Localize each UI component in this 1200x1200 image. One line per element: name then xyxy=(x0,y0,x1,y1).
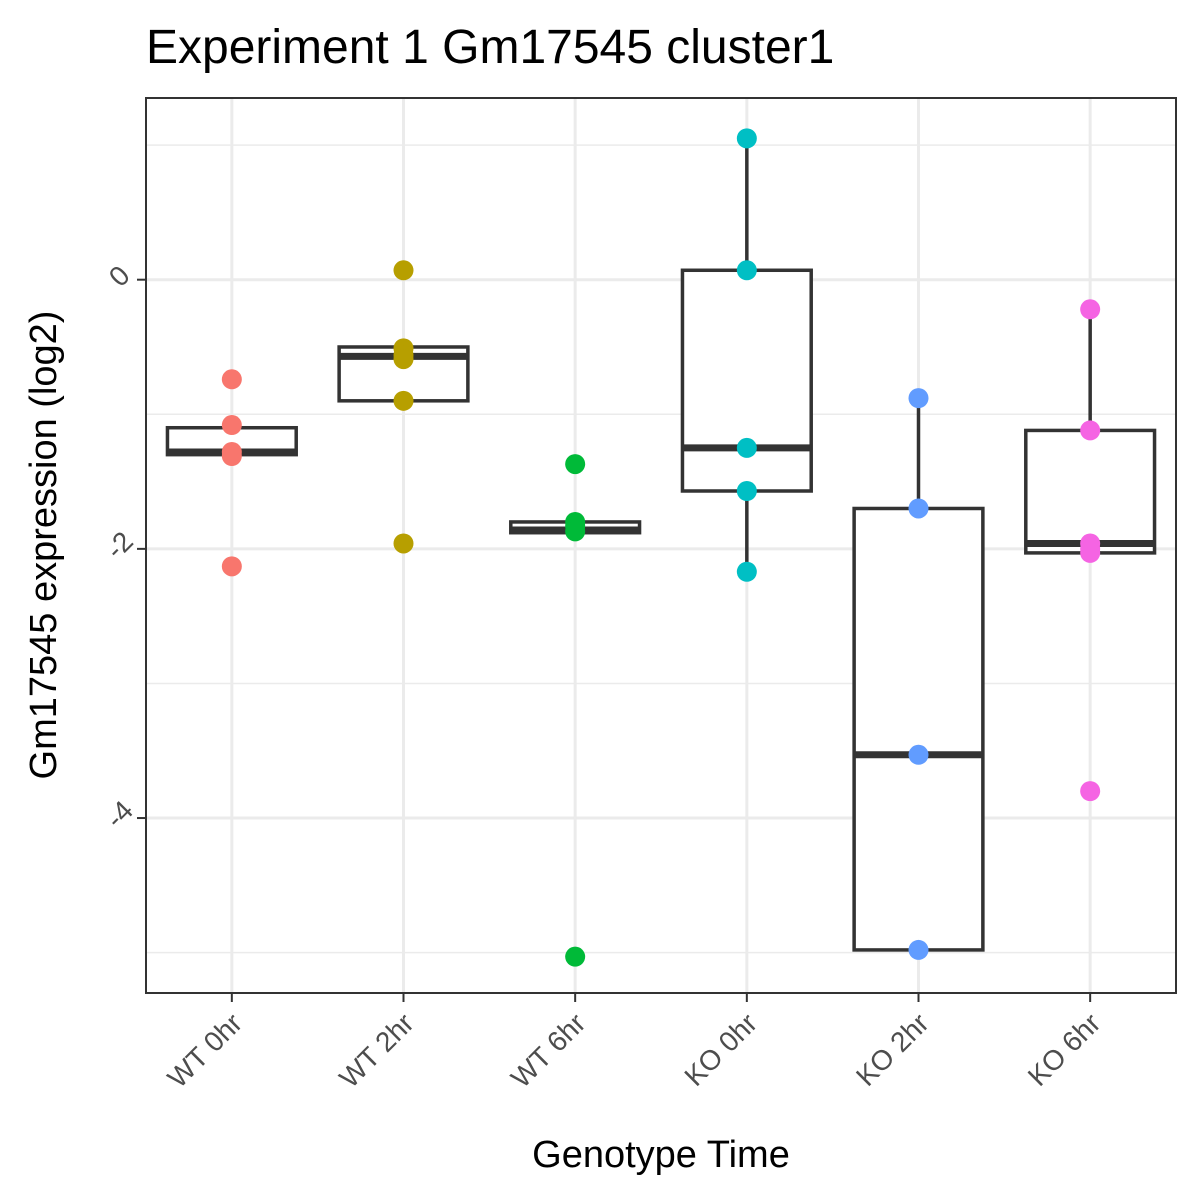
grid xyxy=(146,98,1176,993)
data-point xyxy=(1080,542,1101,563)
x-axis: WT 0hr WT 2hr WT 6hr KO 0hr KO 2hr KO 6hr xyxy=(162,993,1107,1094)
data-point xyxy=(565,946,586,967)
x-axis-title: Genotype Time xyxy=(532,1134,790,1176)
data-point xyxy=(736,437,757,458)
data-point xyxy=(393,533,414,554)
data-point xyxy=(565,521,586,542)
data-point xyxy=(1080,420,1101,441)
data-point xyxy=(221,446,242,466)
panel-border xyxy=(145,97,1177,994)
box xyxy=(852,506,985,952)
data-point xyxy=(908,939,929,960)
data-point xyxy=(1080,781,1101,802)
x-tick-label: KO 6hr xyxy=(1022,1007,1107,1092)
data-point xyxy=(221,369,242,390)
data-point xyxy=(908,744,929,765)
y-tick-label: -2 xyxy=(100,525,140,565)
data-point xyxy=(393,349,414,370)
data-point xyxy=(221,556,242,577)
y-tick-label: -4 xyxy=(100,795,140,835)
data-point xyxy=(736,480,757,501)
x-tick-label: KO 0hr xyxy=(678,1007,763,1092)
data-point xyxy=(393,390,414,411)
data-point xyxy=(908,498,929,519)
y-tick-label: 0 xyxy=(103,260,136,293)
x-tick-label: WT 6hr xyxy=(505,1007,591,1093)
x-tick-label: WT 0hr xyxy=(162,1007,248,1093)
data-point xyxy=(908,388,929,409)
data-point xyxy=(736,260,757,281)
x-tick-label: KO 2hr xyxy=(850,1007,935,1092)
y-axis-title: Gm17545 expression (log2) xyxy=(23,311,65,780)
chart-title: Experiment 1 Gm17545 cluster1 xyxy=(146,21,834,74)
data-point xyxy=(565,454,586,475)
y-axis: 0 -2 -4 xyxy=(100,260,146,835)
data-point xyxy=(736,561,757,582)
data-point xyxy=(736,128,757,149)
data-point xyxy=(1080,299,1101,320)
data-points xyxy=(221,128,1101,967)
panel-background xyxy=(146,98,1176,993)
x-tick-label: WT 2hr xyxy=(333,1007,419,1093)
data-point xyxy=(221,415,242,436)
data-point xyxy=(393,260,414,281)
